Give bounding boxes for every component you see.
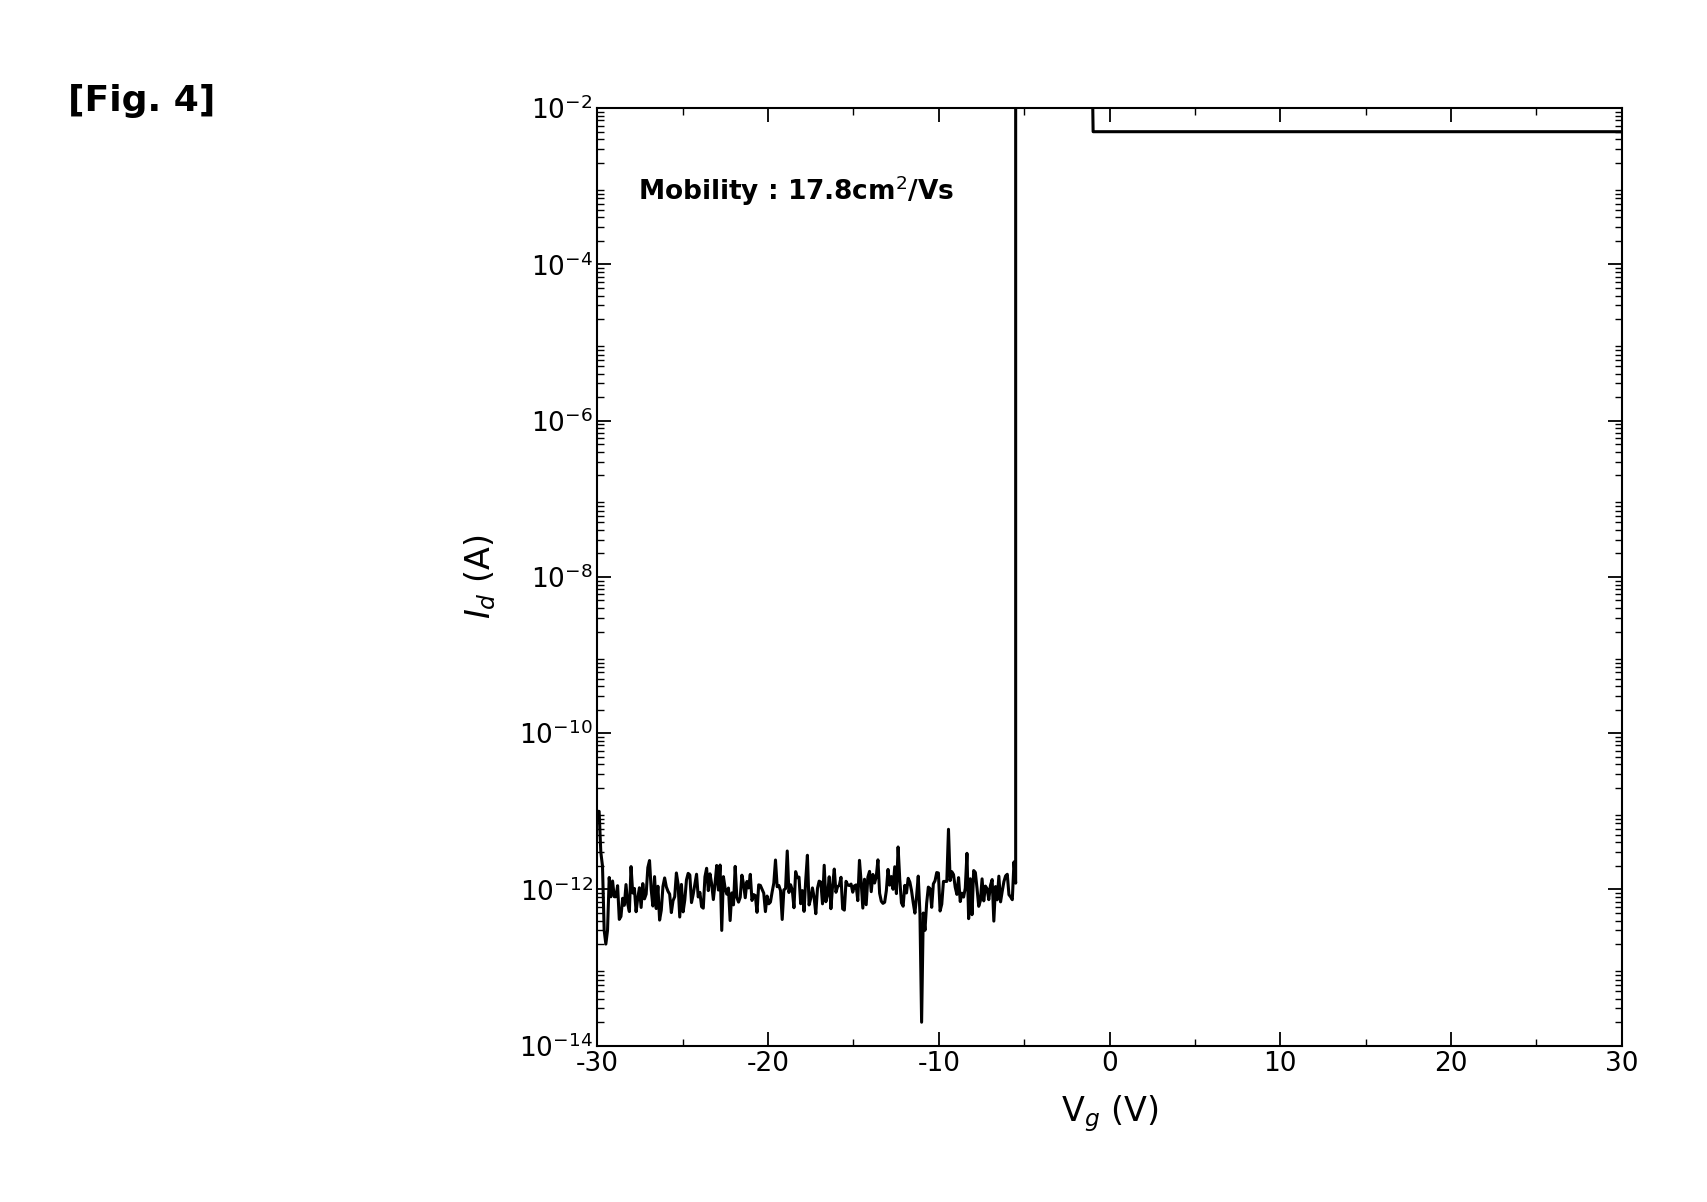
X-axis label: V$_{g}$ (V): V$_{g}$ (V) xyxy=(1060,1094,1159,1133)
Text: Mobility : 17.8cm$^{2}$/Vs: Mobility : 17.8cm$^{2}$/Vs xyxy=(638,174,954,208)
Y-axis label: $I_{d}$ (A): $I_{d}$ (A) xyxy=(463,535,498,619)
Text: [Fig. 4]: [Fig. 4] xyxy=(68,84,215,118)
